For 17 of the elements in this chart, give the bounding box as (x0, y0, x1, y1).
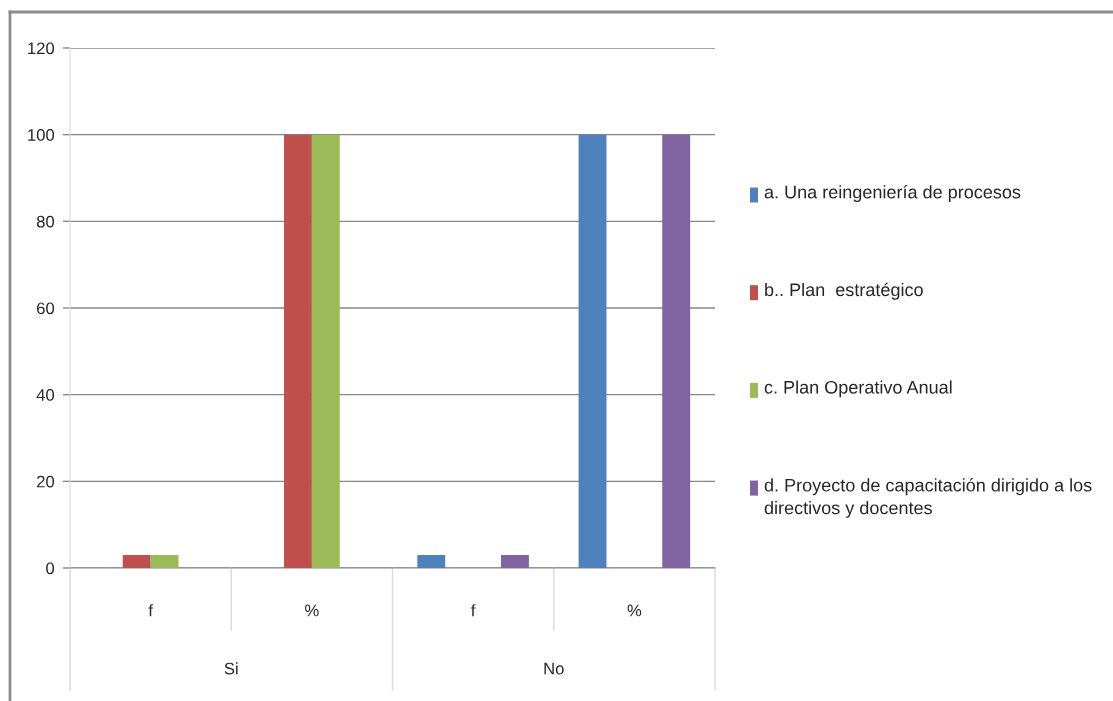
text: No (544, 662, 564, 675)
x-tick-label: f (148, 604, 153, 617)
legend-label: d. Proyecto de capacitación dirigido a los directivos y docentes (764, 478, 1092, 518)
legend-label: c. Plan Operativo Anual (764, 380, 952, 398)
y-tick-label: 0 (46, 562, 55, 575)
y-tick-label: 120 (28, 42, 55, 55)
x-tick-label: % (627, 604, 642, 617)
y-tick-label: 100 (28, 129, 55, 141)
y-tick-label: 80 (36, 215, 55, 228)
text: Si (224, 662, 238, 675)
y-tick-label: 60 (37, 302, 55, 315)
x-tick-label: f (471, 604, 476, 617)
legend-label: b.. Plan estratégico (765, 282, 923, 300)
legend-label: a. Una reingeniería de procesos (764, 185, 1021, 203)
x-tick-label: % (305, 604, 319, 617)
y-tick-label: 40 (36, 389, 55, 401)
y-tick-label: 20 (37, 475, 55, 488)
